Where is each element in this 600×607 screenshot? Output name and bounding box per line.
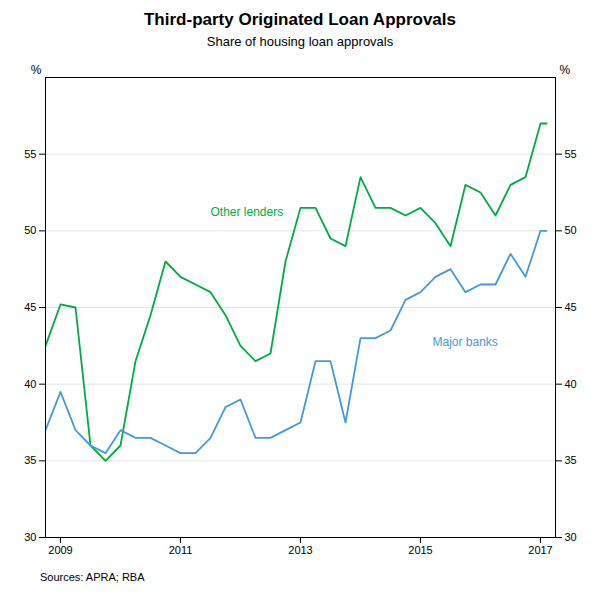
svg-text:45: 45	[565, 301, 577, 313]
svg-text:35: 35	[24, 454, 36, 466]
svg-text:2015: 2015	[408, 544, 432, 556]
svg-text:55: 55	[565, 148, 577, 160]
svg-text:45: 45	[24, 301, 36, 313]
svg-text:2009: 2009	[48, 544, 72, 556]
svg-text:50: 50	[24, 224, 36, 236]
svg-text:30: 30	[24, 531, 36, 543]
svg-text:%: %	[560, 63, 571, 77]
svg-text:40: 40	[24, 378, 36, 390]
svg-text:35: 35	[565, 454, 577, 466]
html-text:Sources: APRA; RBA: Sources: APRA; RBA	[40, 571, 145, 583]
svg-text:55: 55	[24, 148, 36, 160]
svg-text:2011: 2011	[169, 544, 193, 556]
svg-text:%: %	[31, 63, 42, 77]
svg-text:40: 40	[565, 378, 577, 390]
svg-text:Other lenders: Other lenders	[211, 205, 284, 219]
svg-text:50: 50	[565, 224, 577, 236]
svg-text:2013: 2013	[288, 544, 312, 556]
html-text:Share of housing loan approval: Share of housing loan approvals	[206, 34, 394, 49]
svg-text:2017: 2017	[528, 544, 552, 556]
html-text:Third-party Originated Loan Ap: Third-party Originated Loan Approvals	[144, 10, 456, 29]
svg-text:30: 30	[565, 531, 577, 543]
svg-text:Major banks: Major banks	[433, 335, 498, 349]
